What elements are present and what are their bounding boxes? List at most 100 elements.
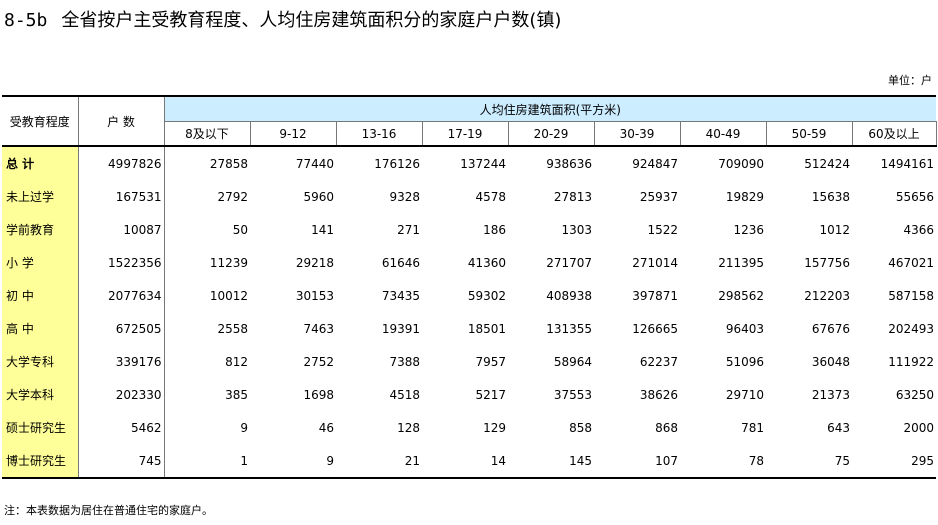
table-cell: 709090 bbox=[718, 156, 764, 171]
table-cell: 397871 bbox=[632, 288, 678, 303]
table-row: 硕士研究生 5462 9 46 128 129 858 868 781 643 2000 bbox=[2, 411, 936, 444]
table-cell: 1303 bbox=[561, 222, 592, 237]
table-cell: 131355 bbox=[546, 321, 592, 336]
table-cell: 812 bbox=[225, 354, 248, 369]
table-cell: 271014 bbox=[632, 255, 678, 270]
table-cell: 21 bbox=[336, 444, 422, 479]
table-cell: 55656 bbox=[895, 189, 935, 204]
row-label-header: 受教育程度 bbox=[2, 96, 79, 146]
header-row-2: 8及以下 9-12 13-16 17-19 20-29 30-39 40-49 … bbox=[2, 121, 937, 146]
table-cell: 14 bbox=[422, 444, 508, 479]
table-cell: 19391 bbox=[381, 321, 420, 336]
table-cell: 467021 bbox=[888, 255, 935, 270]
table-cell: 868 bbox=[655, 420, 678, 435]
table-cell: 27813 bbox=[553, 189, 592, 204]
table-cell: 1236 bbox=[733, 222, 764, 237]
table-cell: 781 bbox=[741, 420, 764, 435]
table-cell: 18501 bbox=[467, 321, 506, 336]
table-row: 未上过学 167531 2792 5960 9328 4578 27813 25937 1982… bbox=[2, 180, 936, 213]
table-cell: 212203 bbox=[804, 288, 850, 303]
table-cell: 5217 bbox=[475, 387, 506, 402]
table-cell: 4578 bbox=[475, 189, 506, 204]
table-cell: 9 bbox=[250, 444, 336, 479]
table-header: 受教育程度 户 数 人均住房建筑面积(平方米) 8及以下 9-12 13-16 … bbox=[2, 96, 937, 146]
table-cell: 295 bbox=[852, 444, 937, 479]
table-cell: 211395 bbox=[718, 255, 764, 270]
table-cell: 62237 bbox=[639, 354, 678, 369]
table-cell: 7463 bbox=[303, 321, 334, 336]
row-label: 学前教育 bbox=[2, 213, 79, 246]
table-cell: 202493 bbox=[888, 321, 935, 336]
table-cell: 67676 bbox=[811, 321, 850, 336]
column-header: 60及以上 bbox=[851, 121, 937, 146]
row-label: 小 学 bbox=[2, 246, 79, 279]
table-body: 总 计 4997826 27858 77440 176126 137244 938636 92… bbox=[2, 146, 937, 479]
table-cell: 186 bbox=[483, 222, 506, 237]
table-cell: 4518 bbox=[389, 387, 420, 402]
row-label: 大学专科 bbox=[2, 345, 79, 378]
table-cell: 15638 bbox=[811, 189, 850, 204]
table-row: 大学专科 339176 812 2752 7388 7957 58964 62237 51096… bbox=[2, 345, 936, 378]
table-cell: 2558 bbox=[217, 321, 248, 336]
table-cell: 19829 bbox=[725, 189, 764, 204]
table-cell: 38626 bbox=[639, 387, 678, 402]
column-header: 20-29 bbox=[507, 121, 595, 146]
table-cell: 643 bbox=[827, 420, 850, 435]
table-cell: 29710 bbox=[725, 387, 764, 402]
row-total: 339176 bbox=[78, 345, 165, 378]
row-total: 167531 bbox=[78, 180, 165, 213]
column-header: 9-12 bbox=[249, 121, 337, 146]
row-total: 5462 bbox=[78, 411, 165, 444]
table-cell: 46 bbox=[318, 420, 334, 435]
table-cell: 51096 bbox=[725, 354, 764, 369]
table-row: 学前教育 10087 50 141 271 186 1303 1522 1236 1012 4366 bbox=[2, 213, 936, 246]
row-total: 745 bbox=[78, 444, 165, 479]
table-cell: 11239 bbox=[209, 255, 248, 270]
table-cell: 96403 bbox=[725, 321, 764, 336]
table-cell: 587158 bbox=[888, 288, 935, 303]
table-cell: 21373 bbox=[811, 387, 850, 402]
total-header: 户 数 bbox=[78, 96, 165, 146]
table-cell: 157756 bbox=[804, 255, 850, 270]
table-cell: 1 bbox=[164, 444, 250, 479]
table-cell: 111922 bbox=[888, 354, 935, 369]
table-cell: 128 bbox=[397, 420, 420, 435]
table-cell: 61646 bbox=[381, 255, 420, 270]
table-cell: 1494161 bbox=[880, 156, 935, 171]
table-cell: 176126 bbox=[374, 156, 420, 171]
table-cell: 37553 bbox=[553, 387, 592, 402]
table-cell: 298562 bbox=[718, 288, 764, 303]
table-cell: 78 bbox=[680, 444, 766, 479]
table-row: 小 学 1522356 11239 29218 61646 41360 271707 2710… bbox=[2, 246, 936, 279]
table-cell: 271707 bbox=[546, 255, 592, 270]
table-cell: 59302 bbox=[467, 288, 506, 303]
table-cell: 2792 bbox=[217, 189, 248, 204]
row-label: 总 计 bbox=[2, 146, 79, 180]
table-cell: 141 bbox=[311, 222, 334, 237]
table-cell: 36048 bbox=[811, 354, 850, 369]
table-cell: 271 bbox=[397, 222, 420, 237]
column-header: 8及以下 bbox=[163, 121, 251, 146]
table-cell: 77440 bbox=[295, 156, 334, 171]
table-cell: 107 bbox=[594, 444, 680, 479]
column-header: 30-39 bbox=[593, 121, 681, 146]
table-cell: 58964 bbox=[553, 354, 592, 369]
column-header: 40-49 bbox=[679, 121, 767, 146]
table-cell: 50 bbox=[232, 222, 248, 237]
table-cell: 938636 bbox=[546, 156, 592, 171]
table-cell: 385 bbox=[225, 387, 248, 402]
header-row-1: 受教育程度 户 数 人均住房建筑面积(平方米) bbox=[2, 96, 937, 146]
row-total: 4997826 bbox=[78, 146, 165, 180]
table-cell: 858 bbox=[569, 420, 592, 435]
table-cell: 4366 bbox=[903, 222, 935, 237]
table-cell: 129 bbox=[483, 420, 506, 435]
table-cell: 29218 bbox=[295, 255, 334, 270]
table-row: 高 中 672505 2558 7463 19391 18501 131355 126665 9… bbox=[2, 312, 936, 345]
table-cell: 2000 bbox=[903, 420, 935, 435]
unit-label: 单位：户 bbox=[888, 74, 932, 87]
table-cell: 10012 bbox=[209, 288, 248, 303]
table-cell: 5960 bbox=[303, 189, 334, 204]
table-code: 8-5b bbox=[4, 10, 48, 31]
table-row: 大学本科 202330 385 1698 4518 5217 37553 38626 29710… bbox=[2, 378, 936, 411]
table-cell: 408938 bbox=[546, 288, 592, 303]
